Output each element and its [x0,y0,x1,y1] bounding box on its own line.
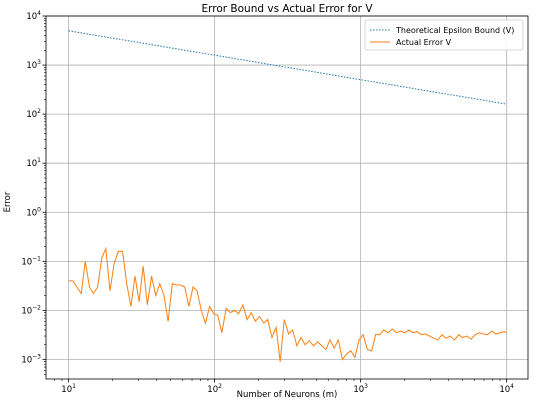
series-line-2 [68,246,507,362]
y-tick-label: 100 [26,206,41,218]
y-tick-label: 10−2 [21,304,41,316]
x-tick-label: 102 [207,383,222,395]
grid-lines [46,15,528,379]
y-tick-label: 104 [26,10,41,22]
axes [42,15,529,383]
x-tick-label: 101 [61,383,76,395]
legend: Theoretical Epsilon Bound (V) Actual Erro… [364,19,524,51]
y-axis-label: Error [3,191,13,212]
series-line-1 [68,30,507,105]
x-axis-label: Number of Neurons (m) [237,390,338,400]
legend-label-1: Theoretical Epsilon Bound (V) [395,26,514,35]
y-tick-label: 10−1 [21,255,41,267]
y-tick-label: 103 [26,59,41,71]
y-tick-label: 10−3 [21,353,41,365]
tick-labels: 101 102 103 104 10−3 10−2 10−1 100 101 102 103 104 [21,10,514,395]
chart-title: Error Bound vs Actual Error for V [201,3,373,15]
y-tick-label: 101 [26,157,41,169]
legend-box [364,19,524,51]
series-layer [68,30,507,362]
x-tick-label: 104 [499,383,514,395]
y-tick-label: 102 [26,108,41,120]
legend-label-2: Actual Error V [396,38,452,47]
x-tick-label: 103 [353,383,368,395]
plot-frame [45,15,529,380]
